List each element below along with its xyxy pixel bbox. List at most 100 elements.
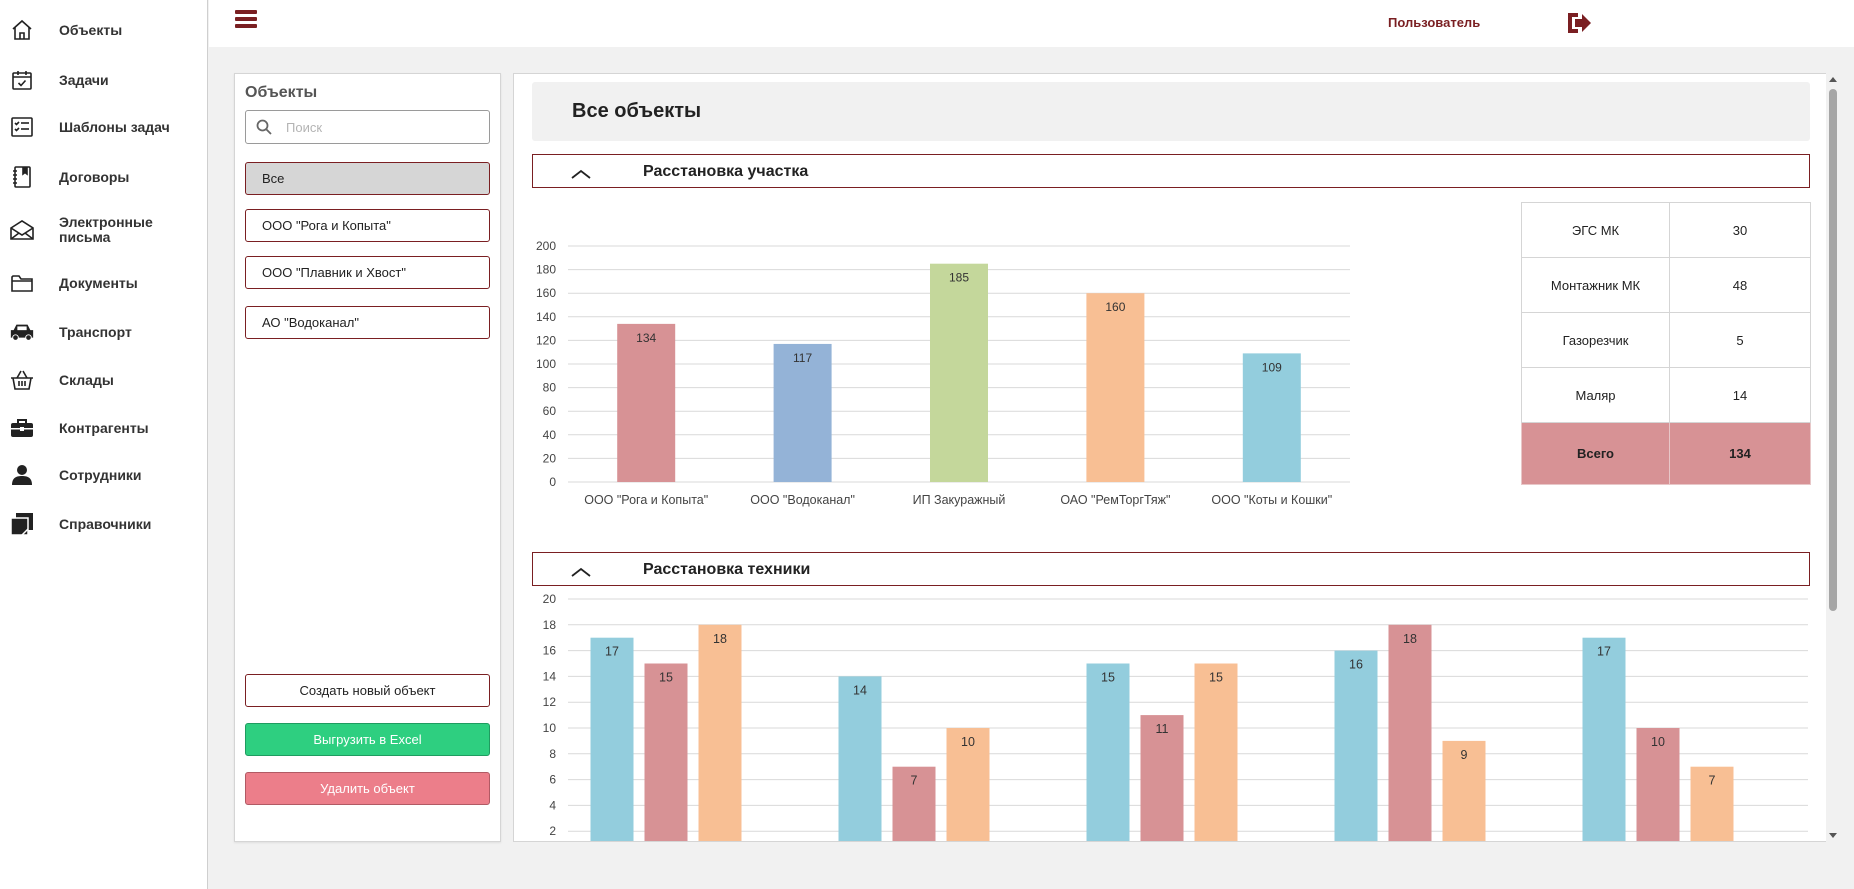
search-input[interactable] — [286, 117, 481, 137]
data-label: 134 — [636, 331, 656, 345]
object-item[interactable]: АО "Водоканал" — [245, 306, 490, 339]
scrollbar[interactable] — [1826, 73, 1840, 842]
basket-icon — [9, 367, 35, 393]
bar — [1636, 728, 1680, 841]
objects-panel-title: Объекты — [245, 84, 318, 101]
bar — [930, 263, 988, 482]
nav-item-emails[interactable]: Электронные письма — [0, 208, 207, 252]
data-label: 185 — [949, 271, 969, 285]
table-cell: Монтажник МК — [1521, 257, 1670, 313]
bar — [1086, 293, 1145, 482]
data-label: 11 — [1156, 722, 1169, 736]
create-object-button[interactable]: Создать новый объект — [245, 674, 490, 707]
logout-icon[interactable] — [1565, 10, 1593, 36]
section-header-site[interactable]: Расстановка участка — [532, 154, 1810, 188]
object-item[interactable]: ООО "Плавник и Хвост" — [245, 256, 490, 289]
bar — [590, 637, 634, 841]
data-label: 160 — [1105, 300, 1125, 314]
objects-panel: Объекты Все ООО "Рога и Копыта" ООО "Пла… — [234, 73, 501, 842]
y-tick-label: 12 — [543, 695, 557, 709]
y-tick-label: 0 — [549, 475, 556, 489]
chevron-up-icon[interactable] — [571, 166, 591, 184]
y-tick-label: 40 — [543, 428, 557, 442]
object-item[interactable]: ООО "Рога и Копыта" — [245, 209, 490, 242]
y-tick-label: 140 — [536, 310, 556, 324]
data-label: 18 — [713, 632, 727, 646]
y-tick-label: 18 — [543, 618, 557, 632]
y-tick-label: 100 — [536, 357, 556, 371]
table-row: Газорезчик 5 — [1521, 312, 1811, 368]
scroll-down-icon[interactable] — [1829, 833, 1837, 838]
bar — [1388, 624, 1432, 841]
data-label: 109 — [1262, 360, 1282, 374]
x-tick-label: ООО "Рога и Копыта" — [584, 493, 708, 507]
bar — [698, 624, 742, 841]
page-title: Все объекты — [572, 100, 702, 122]
notes-icon — [9, 511, 35, 537]
data-label: 10 — [1651, 735, 1665, 749]
section-header-equipment[interactable]: Расстановка техники — [532, 552, 1810, 586]
scrollbar-thumb[interactable] — [1829, 89, 1837, 611]
bar — [946, 728, 990, 841]
nav-item-objects[interactable]: Объекты — [0, 8, 207, 52]
calendar-check-icon — [9, 67, 35, 93]
nav-item-tasks[interactable]: Задачи — [0, 58, 207, 102]
search-box — [245, 110, 490, 144]
page-header: Все объекты — [532, 82, 1810, 141]
nav-item-warehouses[interactable]: Склады — [0, 358, 207, 402]
table-cell: Маляр — [1521, 367, 1670, 423]
car-icon — [9, 319, 35, 345]
x-tick-label: ОАО "РемТоргТяж" — [1060, 493, 1170, 507]
data-label: 10 — [961, 735, 975, 749]
table-cell: Газорезчик — [1521, 312, 1670, 368]
y-tick-label: 200 — [536, 239, 556, 253]
nav-item-employees[interactable]: Сотрудники — [0, 453, 207, 497]
table-row: ЭГС МК 30 — [1521, 202, 1811, 258]
nav-item-directories[interactable]: Справочники — [0, 502, 207, 546]
data-label: 14 — [853, 683, 867, 697]
bar — [1242, 353, 1301, 482]
y-tick-label: 80 — [543, 381, 557, 395]
nav-item-task-templates[interactable]: Шаблоны задач — [0, 105, 207, 149]
object-item-all[interactable]: Все — [245, 162, 490, 195]
bar — [1140, 715, 1184, 841]
table-cell: ЭГС МК — [1521, 202, 1670, 258]
user-menu[interactable]: Пользователь — [1388, 15, 1481, 30]
bar — [1194, 663, 1238, 841]
section-title: Расстановка участка — [643, 163, 809, 180]
y-tick-label: 60 — [543, 404, 557, 418]
summary-table: ЭГС МК 30 Монтажник МК 48 Газорезчик 5 М… — [1521, 202, 1811, 485]
folder-icon — [9, 270, 35, 296]
notebook-icon — [9, 164, 35, 190]
nav-item-counterparties[interactable]: Контрагенты — [0, 406, 207, 450]
delete-object-button[interactable]: Удалить объект — [245, 772, 490, 805]
data-label: 117 — [793, 351, 812, 365]
data-label: 16 — [1349, 658, 1363, 672]
nav-item-contracts[interactable]: Договоры — [0, 155, 207, 199]
nav-item-documents[interactable]: Документы — [0, 261, 207, 305]
search-icon — [256, 119, 272, 140]
data-label: 17 — [1597, 645, 1611, 659]
y-tick-label: 2 — [549, 824, 556, 838]
table-cell: Всего — [1521, 422, 1670, 485]
bar — [617, 323, 676, 482]
y-tick-label: 14 — [543, 669, 557, 683]
chevron-up-icon[interactable] — [571, 564, 591, 582]
nav-item-transport[interactable]: Транспорт — [0, 310, 207, 354]
scroll-up-icon[interactable] — [1829, 77, 1837, 82]
table-row: Монтажник МК 48 — [1521, 257, 1811, 313]
site-allocation-chart: 0 20 40 60 80 100 120 140 160 180 200 134 ООО "Рога … — [536, 239, 1350, 507]
bar — [1086, 663, 1130, 841]
y-tick-label: 4 — [549, 798, 556, 812]
data-label: 15 — [1209, 671, 1223, 685]
y-tick-label: 180 — [536, 263, 556, 277]
data-label: 18 — [1403, 632, 1417, 646]
y-tick-label: 16 — [543, 644, 557, 658]
menu-icon[interactable] — [235, 10, 257, 32]
export-excel-button[interactable]: Выгрузить в Excel — [245, 723, 490, 756]
x-tick-label: ИП Закуражный — [913, 493, 1006, 507]
table-row: Маляр 14 — [1521, 367, 1811, 423]
person-icon — [9, 462, 35, 488]
envelope-icon — [9, 217, 35, 243]
data-label: 15 — [1101, 671, 1115, 685]
